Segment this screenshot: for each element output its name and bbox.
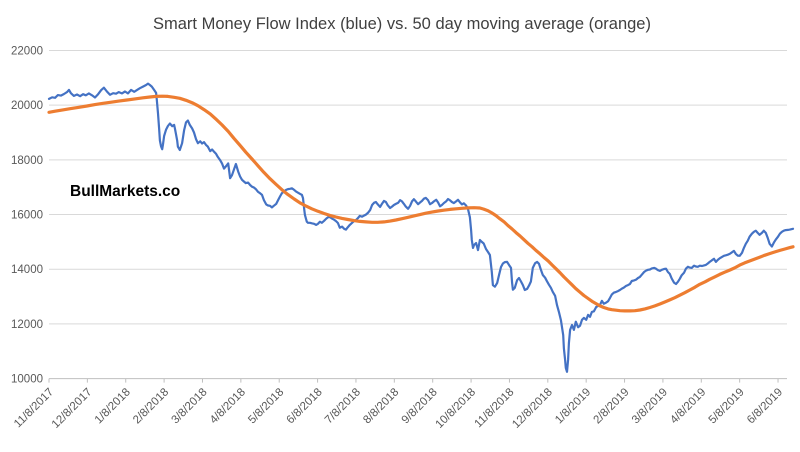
x-tick-label: 8/8/2018 [361, 386, 401, 426]
x-tick-label: 12/8/2018 [510, 386, 555, 431]
x-tick-label: 5/8/2019 [707, 386, 747, 426]
x-tick-label: 2/8/2019 [592, 386, 632, 426]
x-tick-label: 7/8/2018 [323, 386, 363, 426]
x-tick-label: 2/8/2018 [131, 386, 171, 426]
chart-title: Smart Money Flow Index (blue) vs. 50 day… [153, 15, 651, 33]
series-lines [47, 82, 795, 373]
gridlines [49, 50, 787, 380]
y-tick-label: 22000 [11, 46, 43, 58]
x-tick-label: 5/8/2018 [246, 386, 286, 426]
y-tick-label: 14000 [11, 264, 43, 276]
x-tick-label: 12/8/2017 [50, 386, 95, 431]
y-tick-label: 18000 [11, 155, 43, 167]
x-tick-label: 6/8/2019 [745, 386, 785, 426]
x-tick-label: 3/8/2019 [630, 386, 670, 426]
x-tick-label: 1/8/2018 [93, 386, 133, 426]
axes: 2200020000180001600014000120001000011/8/… [11, 46, 785, 431]
y-tick-label: 10000 [11, 374, 43, 386]
watermark: BullMarkets.co [70, 183, 180, 200]
x-tick-label: 6/8/2018 [285, 386, 325, 426]
x-tick-label: 9/8/2018 [400, 386, 440, 426]
x-tick-label: 11/8/2018 [472, 386, 516, 430]
x-tick-label: 10/8/2018 [434, 386, 479, 431]
smfi-line [47, 82, 795, 373]
y-tick-label: 16000 [11, 210, 43, 222]
moving-average-line [47, 94, 795, 313]
x-tick-label: 11/8/2017 [12, 386, 56, 430]
x-tick-label: 4/8/2019 [668, 386, 708, 426]
x-tick-label: 4/8/2018 [208, 386, 248, 426]
y-tick-label: 12000 [11, 319, 43, 331]
x-tick-label: 1/8/2019 [553, 386, 593, 426]
y-tick-label: 20000 [11, 100, 43, 112]
x-tick-label: 3/8/2018 [169, 386, 209, 426]
